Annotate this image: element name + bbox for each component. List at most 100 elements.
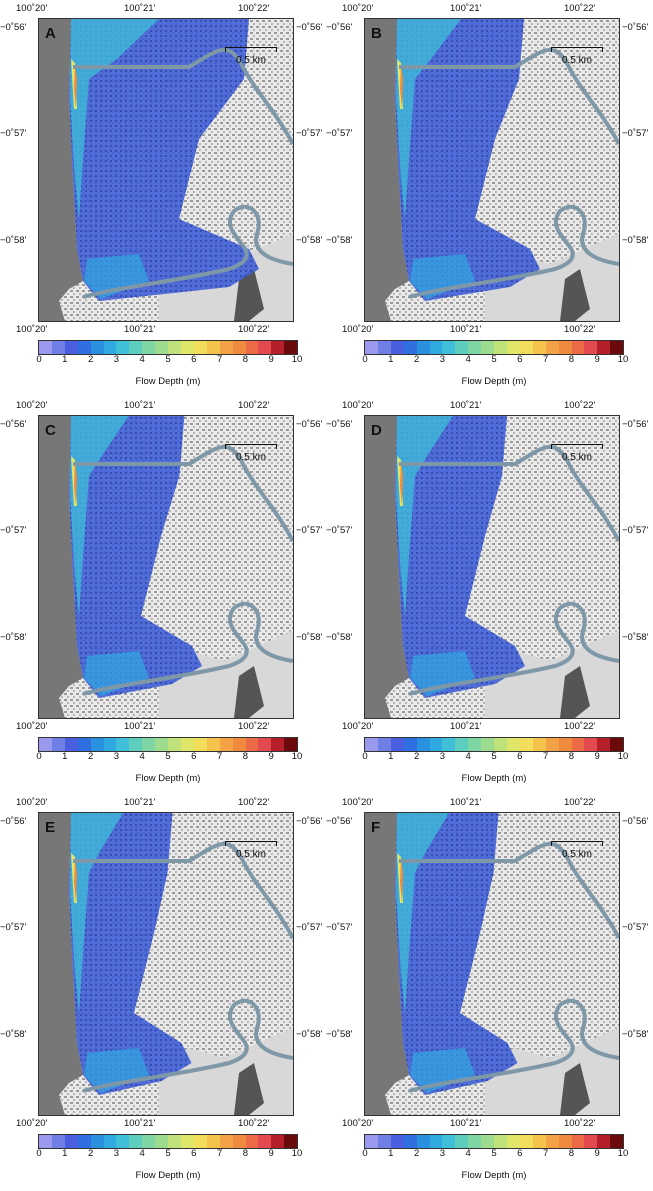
colorbar-tick-label: 8 (242, 1148, 249, 1159)
colorbar-segment (597, 738, 611, 751)
lon-label-bottom: 100˚20' (16, 1118, 48, 1129)
colorbar-segment (390, 1135, 404, 1148)
colorbar-segment (271, 341, 285, 354)
colorbar-segment (284, 341, 298, 354)
scale-bar-label: 0.5 km (561, 55, 592, 66)
lon-label-top: 100˚22' (564, 3, 596, 14)
colorbar-tick-label: 2 (413, 751, 420, 762)
colorbar-segment (245, 738, 259, 751)
colorbar-tick-label: 1 (62, 751, 68, 762)
colorbar-tick-label: 7 (542, 1148, 549, 1159)
lat-label-left: −0˚58' (326, 1029, 353, 1040)
scale-bar-label: 0.5 km (561, 849, 592, 860)
colorbar-tick-label: 1 (388, 354, 394, 365)
scale-bar-line (225, 47, 277, 52)
lat-label-left: −0˚56' (0, 419, 27, 430)
colorbar-tick-label: 6 (191, 354, 197, 365)
colorbar-tick-label: 5 (165, 1148, 171, 1159)
colorbar-tick-label: 8 (242, 751, 249, 762)
colorbar-segment (494, 1135, 507, 1148)
colorbar-tick-label: 0 (362, 751, 368, 762)
colorbar-tick-label: 7 (216, 751, 223, 762)
colorbar-tick-label: 0 (36, 354, 42, 365)
colorbar-segment (64, 341, 78, 354)
scale-bar: 0.5 km (547, 837, 607, 861)
colorbar-tick-label: 8 (242, 354, 249, 365)
lat-label-right: −0˚58' (296, 235, 323, 246)
colorbar-segment (39, 1135, 52, 1148)
coastal-peak-depth (400, 460, 403, 506)
colorbar-tick-label: 9 (268, 751, 274, 762)
southern-river (82, 204, 293, 299)
colorbar-segment (519, 341, 533, 354)
colorbar-segment (481, 1135, 495, 1148)
colorbar-segment (193, 1135, 207, 1148)
colorbar-tick-label: 9 (594, 354, 600, 365)
colorbar-segment (232, 738, 246, 751)
lon-label-top: 100˚21' (450, 797, 482, 808)
colorbar-segment (506, 341, 520, 354)
colorbar-segment (429, 1135, 443, 1148)
colorbar-segment (442, 341, 456, 354)
lon-label-bottom: 100˚21' (124, 1118, 156, 1129)
colorbar-tick-label: 10 (617, 751, 629, 762)
colorbar-segment (545, 341, 559, 354)
map-panel-c: 100˚20' 100˚20' 100˚21' 100˚21' 100˚22' 100˚2… (0, 397, 326, 794)
lat-label-left: −0˚58' (0, 1029, 27, 1040)
colorbar-segment (180, 341, 194, 354)
colorbar-tick-label: 5 (165, 751, 171, 762)
lat-label-left: −0˚58' (0, 235, 27, 246)
scale-bar: 0.5 km (547, 43, 607, 67)
inundation-map: B 0.5 km (364, 18, 620, 322)
scale-bar-label: 0.5 km (235, 849, 266, 860)
ocean (39, 19, 83, 321)
lon-label-bottom: 100˚22' (564, 1118, 596, 1129)
colorbar-segment (442, 738, 456, 751)
colorbar-segment (532, 1135, 546, 1148)
scale-bar: 0.5 km (547, 440, 607, 464)
lon-label-bottom: 100˚20' (342, 721, 374, 732)
colorbar-ticks: 0 1 2 3 4 5 6 7 8 9 10 (362, 751, 628, 765)
colorbar-segment (271, 738, 285, 751)
colorbar-ticks: 0 1 2 3 4 5 6 7 8 9 10 (36, 1148, 302, 1162)
colorbar-segment (193, 341, 207, 354)
flow-depth-colorbar (38, 1134, 298, 1149)
lon-label-bottom: 100˚20' (342, 1118, 374, 1129)
colorbar-tick-label: 10 (291, 354, 303, 365)
scale-bar: 0.5 km (221, 43, 281, 67)
colorbar-segment (258, 341, 272, 354)
lat-label-left: −0˚56' (326, 22, 353, 33)
inundation-map: A 0.5 km (38, 18, 294, 322)
lon-label-bottom: 100˚21' (124, 324, 156, 335)
colorbar-segment (258, 1135, 272, 1148)
coastal-peak-depth (74, 63, 77, 109)
map-svg (365, 416, 619, 718)
lat-label-right: −0˚56' (622, 22, 649, 33)
colorbar-segment (584, 1135, 598, 1148)
colorbar-title: Flow Depth (m) (135, 376, 201, 387)
ocean (365, 813, 409, 1115)
inundation-texture (395, 813, 518, 1095)
scale-bar-label: 0.5 km (235, 55, 266, 66)
lon-label-bottom: 100˚22' (564, 324, 596, 335)
southern-shallow-area (410, 651, 475, 696)
lon-label-top: 100˚20' (16, 400, 48, 411)
flow-depth-colorbar (38, 737, 298, 752)
colorbar-tick-label: 6 (517, 354, 523, 365)
colorbar-tick-label: 7 (216, 1148, 223, 1159)
hill-shadow (560, 666, 590, 718)
colorbar-segment (468, 738, 482, 751)
colorbar-segment (39, 738, 52, 751)
colorbar-tick-label: 1 (388, 1148, 394, 1159)
colorbar-segment (90, 341, 104, 354)
inundation-map: C 0.5 km (38, 415, 294, 719)
colorbar-segment (271, 1135, 285, 1148)
colorbar-segment (180, 1135, 194, 1148)
lat-label-left: −0˚57' (0, 525, 27, 536)
inundation-map: E 0.5 km (38, 812, 294, 1116)
colorbar-segment (519, 1135, 533, 1148)
southern-shallow-area (410, 1048, 475, 1093)
colorbar-segment (77, 341, 91, 354)
lat-label-left: −0˚57' (0, 128, 27, 139)
colorbar-segment (193, 738, 207, 751)
